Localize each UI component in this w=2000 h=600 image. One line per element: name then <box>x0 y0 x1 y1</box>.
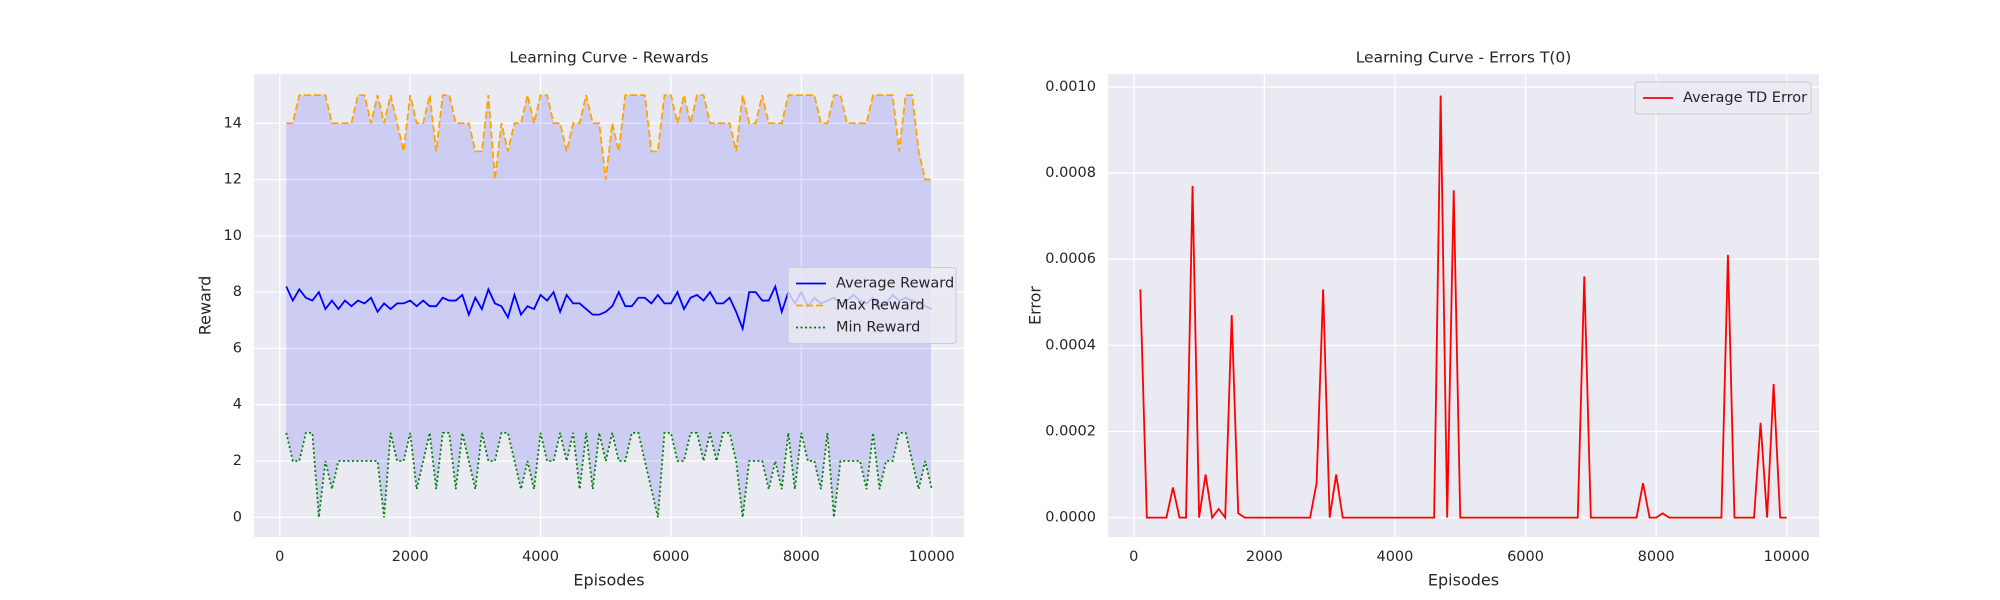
legend-label: Max Reward <box>836 298 925 314</box>
fill-band <box>286 95 932 518</box>
plot-background <box>1108 74 1819 537</box>
x-tick-label: 10000 <box>1764 549 1810 565</box>
y-tick-label: 6 <box>233 340 242 356</box>
x-tick-label: 2000 <box>1246 549 1283 565</box>
legend: Average Reward Max Reward Min Reward <box>787 267 957 344</box>
plot-area <box>285 94 933 518</box>
y-tick-label: 2 <box>233 453 242 469</box>
x-tick-label: 2000 <box>392 549 429 565</box>
x-tick-label: 0 <box>275 549 284 565</box>
y-tick-label: 0.0008 <box>1045 165 1096 181</box>
legend-box <box>787 267 957 344</box>
legend-label: Min Reward <box>836 320 920 336</box>
x-tick-label: 4000 <box>522 549 559 565</box>
x-tick-label: 10000 <box>909 549 955 565</box>
legend-label: Average TD Error <box>1683 90 1807 106</box>
y-axis-label: Reward <box>196 276 215 336</box>
x-axis-label: Episodes <box>1428 571 1499 590</box>
plot-area <box>1139 95 1787 521</box>
x-tick-label: 6000 <box>1507 549 1544 565</box>
chart: 0 2000 4000 6000 8000 10000 0 2 4 6 8 10 12 14 Learnin… <box>196 49 964 590</box>
x-tick-label: 8000 <box>783 549 820 565</box>
series-line <box>1139 95 1787 521</box>
legend: Average TD Error <box>1634 81 1812 115</box>
chart-title: Learning Curve - Errors T(0) <box>1356 49 1572 67</box>
y-tick-label: 0.0002 <box>1045 423 1096 439</box>
y-tick-label: 8 <box>233 284 242 300</box>
y-tick-label: 0 <box>233 509 242 525</box>
y-tick-label: 10 <box>224 228 242 244</box>
y-tick-label: 0.0000 <box>1045 510 1096 526</box>
x-tick-label: 0 <box>1129 549 1138 565</box>
x-tick-label: 4000 <box>1376 549 1413 565</box>
series-line <box>286 94 932 181</box>
y-axis-label: Error <box>1026 286 1045 325</box>
y-tick-label: 12 <box>224 172 242 188</box>
x-tick-label: 8000 <box>1638 549 1675 565</box>
chart-title: Learning Curve - Rewards <box>509 49 708 67</box>
y-tick-label: 4 <box>233 397 242 413</box>
y-tick-label: 0.0006 <box>1045 251 1096 267</box>
legend-box <box>1634 81 1812 115</box>
chart: 0 2000 4000 6000 8000 10000 0.0000 0.0002 0.0004… <box>1026 49 1819 590</box>
y-tick-label: 0.0004 <box>1045 337 1096 353</box>
x-tick-label: 6000 <box>652 549 689 565</box>
series-line <box>285 431 933 518</box>
legend-label: Average Reward <box>836 276 954 292</box>
y-tick-label: 14 <box>224 115 242 131</box>
x-axis-label: Episodes <box>573 571 644 590</box>
y-tick-label: 0.0010 <box>1045 79 1096 95</box>
